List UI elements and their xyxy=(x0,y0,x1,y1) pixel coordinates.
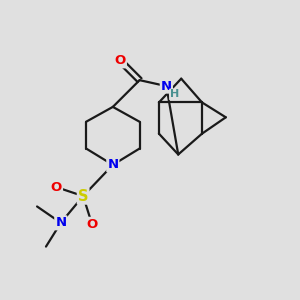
Text: O: O xyxy=(86,218,98,231)
Text: O: O xyxy=(115,54,126,67)
Text: N: N xyxy=(107,158,118,171)
Text: N: N xyxy=(55,216,66,229)
Text: N: N xyxy=(161,80,172,93)
Text: O: O xyxy=(51,181,62,194)
Text: H: H xyxy=(170,89,179,99)
Text: S: S xyxy=(78,189,88,204)
